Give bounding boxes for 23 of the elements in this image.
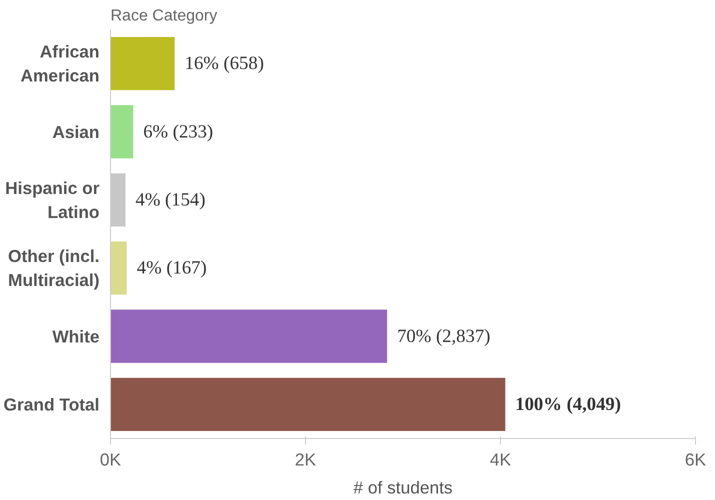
x-axis-title: # of students — [353, 478, 453, 498]
data-label: 6% (233) — [143, 121, 214, 142]
x-tick-label: 6K — [684, 450, 707, 470]
data-label: 16% (658) — [184, 53, 264, 74]
y-tick-label: Grand Total — [4, 394, 100, 414]
y-tick-label: White — [52, 326, 100, 346]
y-tick-label: African American — [20, 42, 100, 86]
bar — [110, 310, 388, 363]
x-tick-label: 0K — [100, 450, 122, 470]
data-label: 70% (2,837) — [397, 326, 490, 347]
x-tick-label: 4K — [490, 450, 512, 470]
x-tick-label: 2K — [294, 450, 317, 470]
bar — [110, 105, 134, 158]
data-label: 4% (167) — [136, 258, 207, 279]
y-axis-title: Race Category — [110, 8, 218, 24]
bar — [110, 37, 175, 90]
data-label: 100% (4,049) — [515, 394, 621, 415]
bar — [110, 242, 127, 295]
y-tick-label: Asian — [52, 122, 100, 142]
data-label: 4% (154) — [136, 189, 206, 210]
y-tick-label: Other (incl. Multiracial) — [8, 246, 100, 290]
y-tick-label: Hispanic or Latino — [5, 178, 100, 222]
bar — [110, 378, 506, 431]
